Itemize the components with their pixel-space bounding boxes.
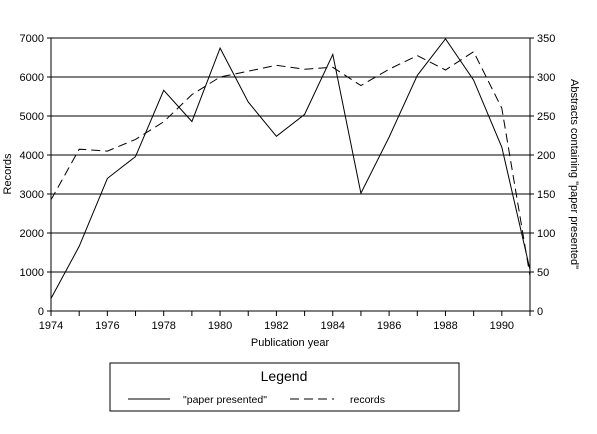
left-tick-label: 1000 bbox=[20, 267, 44, 279]
x-tick-label: 1982 bbox=[264, 320, 288, 332]
right-tick-label: 250 bbox=[537, 111, 555, 123]
left-tick-label: 4000 bbox=[20, 150, 44, 162]
right-tick-label: 0 bbox=[537, 306, 543, 318]
left-tick-label: 7000 bbox=[20, 33, 44, 45]
x-tick-label: 1988 bbox=[433, 320, 457, 332]
x-tick-label: 1986 bbox=[377, 320, 401, 332]
right-tick-label: 350 bbox=[537, 33, 555, 45]
right-tick-label: 100 bbox=[537, 228, 555, 240]
right-tick-label: 150 bbox=[537, 189, 555, 201]
left-axis-title: Records bbox=[2, 153, 14, 194]
x-tick-label: 1990 bbox=[490, 320, 514, 332]
x-axis-title: Publication year bbox=[251, 337, 330, 349]
right-axis-title: Abstracts containing "paper presented" bbox=[568, 79, 580, 269]
right-tick-label: 200 bbox=[537, 150, 555, 162]
series-line-paper-presented bbox=[50, 37, 531, 299]
x-tick-label: 1980 bbox=[208, 320, 232, 332]
left-tick-label: 5000 bbox=[20, 111, 44, 123]
gridlines bbox=[51, 37, 530, 273]
legend: Legend "paper presented" records bbox=[109, 362, 460, 412]
series-line-records bbox=[50, 50, 531, 276]
right-axis-ticks: 0 50 100 150 200 250 300 350 bbox=[530, 33, 555, 318]
left-tick-label: 2000 bbox=[20, 228, 44, 240]
axes bbox=[50, 38, 531, 312]
left-tick-label: 6000 bbox=[20, 72, 44, 84]
legend-title: Legend bbox=[261, 368, 308, 384]
x-tick-label: 1978 bbox=[151, 320, 175, 332]
series-lines bbox=[50, 37, 531, 299]
x-tick-label: 1984 bbox=[321, 320, 345, 332]
legend-label-paper-presented: "paper presented" bbox=[183, 394, 267, 406]
x-axis-ticks: 1974 1976 1978 1980 1982 1984 1986 1988 1990 bbox=[39, 311, 531, 332]
right-tick-label: 50 bbox=[537, 267, 549, 279]
left-tick-label: 3000 bbox=[20, 189, 44, 201]
right-tick-label: 300 bbox=[537, 72, 555, 84]
left-tick-label: 0 bbox=[38, 306, 44, 318]
legend-label-records: records bbox=[350, 394, 385, 406]
left-axis-ticks: 0 1000 2000 3000 4000 5000 6000 7000 bbox=[20, 33, 51, 318]
x-tick-label: 1976 bbox=[95, 320, 119, 332]
x-tick-label: 1974 bbox=[39, 320, 63, 332]
legend-box bbox=[109, 362, 460, 412]
